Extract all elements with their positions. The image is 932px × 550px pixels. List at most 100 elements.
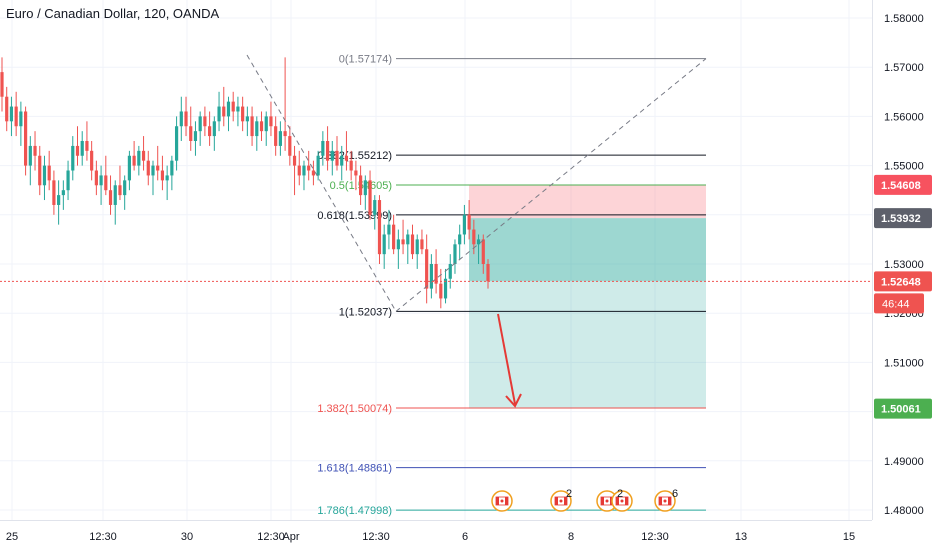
candle-body [443,278,448,299]
candle-body [458,234,462,245]
candle-body [75,145,80,156]
candle-body [302,165,306,176]
time-tick-label: 12:30 [641,531,669,543]
candle-body [99,175,103,186]
candle-body [189,126,193,141]
candle-body [19,111,23,127]
candle-body [42,165,47,186]
candle-body [420,239,424,250]
event-count: 6 [672,488,678,500]
canada-flag-icon[interactable] [596,490,618,512]
candle-body [377,200,382,255]
candle-body [123,180,127,196]
candle-body [208,126,212,137]
canada-flag-icon[interactable] [654,490,676,512]
price-tick-label: 1.51000 [884,357,924,369]
candle-body [217,106,221,122]
candle-body [410,234,415,255]
candle-body [160,170,165,181]
candle-body [236,106,240,112]
candle-body [359,175,363,196]
candle-body [429,264,433,289]
down-arrow-head [505,393,522,408]
candle-body [392,224,396,250]
price-tick-label: 1.53000 [884,259,924,271]
candle-body [274,126,278,146]
fib-level-label: 1(1.52037) [339,306,392,318]
price-badge-bg [874,271,932,292]
candle-body [222,106,226,117]
fib-trend-line-1 [246,54,397,312]
candle-body [453,244,457,264]
canada-flag-icon[interactable] [491,490,513,512]
candle-body [363,180,367,196]
take-profit-zone [469,281,706,409]
candle-body [259,121,264,132]
candle-body [406,234,410,245]
candle-body [113,185,117,205]
candle-body [57,195,61,205]
candle-body [283,131,287,137]
time-tick-label: Apr [282,531,299,543]
time-tick-label: 12:30 [257,531,285,543]
candle-body [61,190,65,196]
candle-body [250,116,254,137]
fib-level-label: 1.382(1.50074) [317,403,392,415]
candle-body [354,170,358,176]
candle-body [340,155,344,166]
candle-body [179,111,183,127]
flag-band-left [496,497,499,505]
candle-body [476,239,481,245]
candle-body [472,229,476,245]
fib-level-label: 0(1.57174) [339,54,392,66]
candle-body [311,170,316,176]
event-markers[interactable]: 2 2 6 [491,488,678,512]
candle-body [94,170,98,186]
time-tick-label: 13 [735,531,747,543]
candle-body [231,101,235,112]
time-tick-label: 15 [843,531,855,543]
candle-body [80,141,84,156]
candle-body [132,155,136,166]
candle-body [382,234,386,255]
time-tick-label: 8 [568,531,574,543]
candle-body [278,131,282,146]
down-arrow-shaft [497,313,516,405]
profit-zone-filled [469,218,706,282]
canada-flag-icon[interactable] [550,490,572,512]
candle-body [104,175,108,191]
price-axis[interactable]: 1.580001.570001.560001.550001.540001.530… [884,13,924,517]
flag-band-right [505,497,508,505]
candle-body [174,126,179,161]
price-tick-label: 1.57000 [884,62,924,74]
candle-body [5,96,9,122]
candle-body [9,106,14,122]
flag-leaf [559,499,563,503]
event-count: 2 [617,488,623,500]
time-tick-label: 12:30 [89,531,117,543]
price-tick-label: 1.55000 [884,161,924,173]
time-tick-label: 25 [6,531,18,543]
candle-body [118,185,122,196]
countdown-label: 46:44 [882,298,910,310]
price-badges: 1.54608 1.53932 1.52648 1.50061 46:44 [874,174,932,419]
price-tick-label: 1.56000 [884,111,924,123]
candle-body [439,283,443,299]
candle-body [66,170,70,191]
candle-body [434,264,438,284]
candle-body [396,239,400,250]
candle-body [425,249,429,289]
candle-body [184,111,188,127]
candle-body [316,155,320,176]
candle-body [321,141,325,156]
candle-body [255,121,259,137]
flag-band-right [625,497,628,505]
candle-body [462,214,467,235]
canada-flag-icon[interactable] [611,490,633,512]
candle-body [170,160,174,176]
candle-body [38,155,42,186]
candle-body [448,264,452,279]
